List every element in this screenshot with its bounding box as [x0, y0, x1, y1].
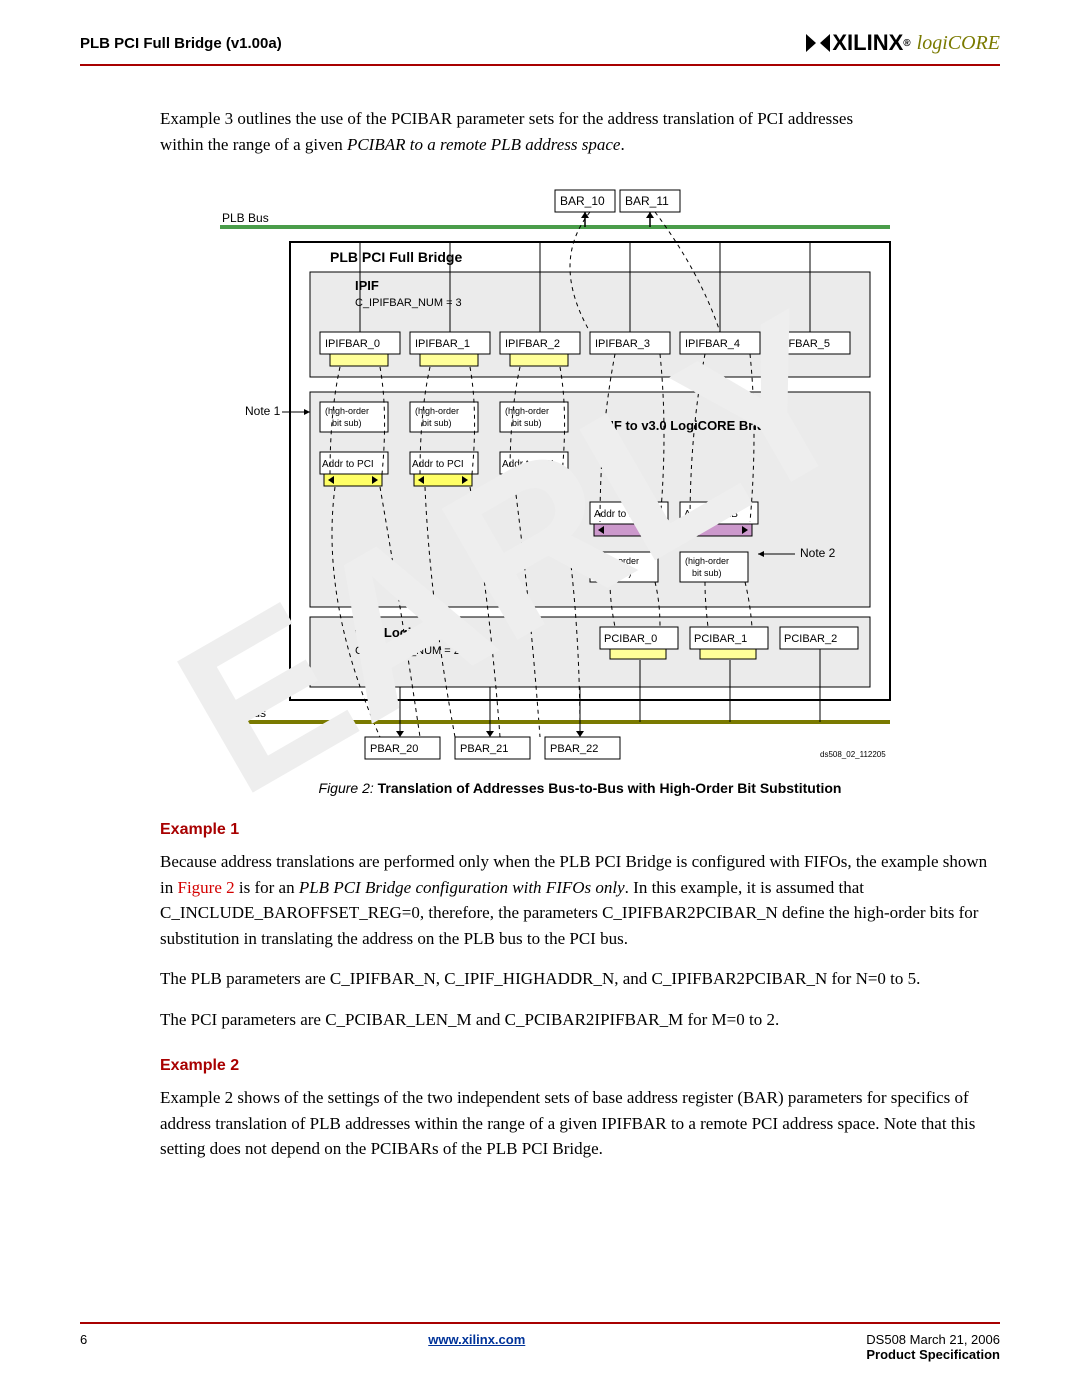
brand-text: XILINX	[832, 30, 903, 56]
svg-text:PBAR_20: PBAR_20	[370, 743, 418, 755]
svg-text:(high-order: (high-order	[685, 556, 729, 566]
svg-text:bit sub): bit sub)	[422, 418, 452, 428]
plb-bus-label: PLB Bus	[222, 211, 269, 225]
svg-text:IPIFBAR_5: IPIFBAR_5	[775, 338, 830, 350]
page-footer: 6 www.xilinx.com DS508 March 21, 2006 Pr…	[80, 1322, 1000, 1362]
svg-text:bit sub): bit sub)	[692, 568, 722, 578]
example-1-para-2: The PLB parameters are C_IPIFBAR_N, C_IP…	[160, 966, 1000, 992]
svg-text:IPIFBAR_4: IPIFBAR_4	[685, 338, 740, 350]
svg-text:(high-order: (high-order	[505, 406, 549, 416]
svg-text:C_IPIFBAR_NUM = 3: C_IPIFBAR_NUM = 3	[355, 297, 462, 309]
footer-spec: Product Specification	[866, 1347, 1000, 1362]
svg-text:(high-order: (high-order	[595, 556, 639, 566]
figure-2: PLB Bus BAR_10 BAR_11 PLB PCI Full Bridg…	[160, 182, 1000, 796]
svg-text:IPIFBAR_0: IPIFBAR_0	[325, 338, 380, 350]
header-title: PLB PCI Full Bridge (v1.00a)	[80, 35, 282, 52]
page-header: PLB PCI Full Bridge (v1.00a) XILINX® log…	[80, 30, 1000, 66]
example-2-para-1: Example 2 shows of the settings of the t…	[160, 1085, 1000, 1162]
example-1-heading: Example 1	[160, 821, 1000, 839]
svg-text:(high-order: (high-order	[325, 406, 369, 416]
svg-text:ds508_02_112205: ds508_02_112205	[820, 750, 886, 759]
example-2-heading: Example 2	[160, 1057, 1000, 1075]
footer-doc-id: DS508 March 21, 2006	[866, 1332, 1000, 1347]
svg-text:BAR_11: BAR_11	[625, 194, 669, 208]
svg-text:PCIBAR_1: PCIBAR_1	[694, 633, 747, 645]
sub-brand: logiCORE	[917, 32, 1000, 55]
svg-text:PBAR_21: PBAR_21	[460, 743, 508, 755]
svg-text:PCI Bus: PCI Bus	[222, 706, 266, 720]
svg-text:Addr to PLB: Addr to PLB	[684, 509, 738, 520]
svg-text:bit sub): bit sub)	[332, 418, 362, 428]
svg-text:bit sub): bit sub)	[512, 418, 542, 428]
svg-text:Note 2: Note 2	[800, 546, 836, 560]
footer-url[interactable]: www.xilinx.com	[428, 1332, 525, 1347]
svg-text:BAR_10: BAR_10	[560, 194, 605, 208]
svg-text:IPIFBAR_2: IPIFBAR_2	[505, 338, 560, 350]
footer-page-number: 6	[80, 1332, 87, 1347]
svg-text:IPIF to v3.0 LogiCORE Bridge: IPIF to v3.0 LogiCORE Bridge	[598, 418, 780, 433]
svg-text:v3.0 LogiCORE: v3.0 LogiCORE	[355, 625, 449, 640]
svg-text:PLB PCI Full Bridge: PLB PCI Full Bridge	[330, 249, 462, 265]
svg-text:Addr to PLB: Addr to PLB	[594, 509, 648, 520]
intro-paragraph: Example 3 outlines the use of the PCIBAR…	[160, 106, 1000, 157]
example-1-para-3: The PCI parameters are C_PCIBAR_LEN_M an…	[160, 1007, 1000, 1033]
svg-text:IPIF: IPIF	[355, 278, 379, 293]
svg-text:PCIBAR_0: PCIBAR_0	[604, 633, 657, 645]
svg-text:PCIBAR_2: PCIBAR_2	[784, 633, 837, 645]
svg-text:(high-order: (high-order	[415, 406, 459, 416]
svg-text:IPIFBAR_1: IPIFBAR_1	[415, 338, 470, 350]
figure-caption: Figure 2: Translation of Addresses Bus-t…	[160, 780, 1000, 796]
svg-text:bit sub): bit sub)	[602, 568, 632, 578]
header-logo: XILINX® logiCORE	[804, 30, 1000, 56]
svg-text:IPIFBAR_3: IPIFBAR_3	[595, 338, 650, 350]
svg-text:Note 1: Note 1	[245, 404, 281, 418]
example-1-para-1: Because address translations are perform…	[160, 849, 1000, 951]
svg-text:PBAR_22: PBAR_22	[550, 743, 598, 755]
